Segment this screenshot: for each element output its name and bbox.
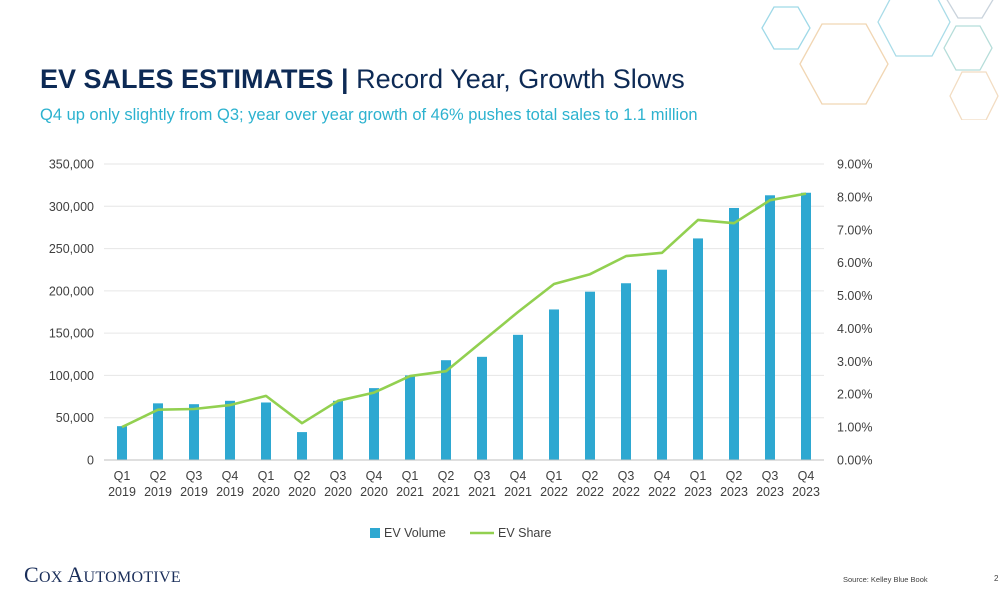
x-tick-label-quarter: Q4 bbox=[654, 469, 671, 483]
bar-q4-2022 bbox=[657, 269, 667, 460]
source-note: Source: Kelley Blue Book bbox=[843, 575, 928, 584]
right-tick-label: 4.00% bbox=[837, 322, 872, 336]
x-tick-label-year: 2022 bbox=[576, 485, 604, 499]
x-tick-label-quarter: Q4 bbox=[798, 469, 815, 483]
x-tick-label-quarter: Q2 bbox=[726, 469, 743, 483]
x-tick-label-year: 2021 bbox=[504, 485, 532, 499]
hexagon-decor bbox=[761, 6, 811, 50]
left-tick-label: 300,000 bbox=[49, 200, 94, 214]
x-tick-label-quarter: Q1 bbox=[402, 469, 419, 483]
page-subtitle: Q4 up only slightly from Q3; year over y… bbox=[40, 106, 698, 124]
hexagon-decor bbox=[877, 0, 951, 57]
bar-q2-2020 bbox=[297, 432, 307, 460]
x-tick-label-year: 2019 bbox=[108, 485, 136, 499]
legend-label-ev-volume: EV Volume bbox=[384, 526, 446, 540]
cox-automotive-logo: COX AUTOMOTIVE bbox=[24, 562, 181, 587]
hexagon-decor bbox=[949, 71, 999, 120]
x-tick-label-quarter: Q3 bbox=[618, 469, 635, 483]
bar-q4-2021 bbox=[513, 334, 523, 460]
ev-share-line bbox=[121, 192, 807, 429]
x-tick-label-quarter: Q3 bbox=[762, 469, 779, 483]
bar-q1-2022 bbox=[549, 309, 559, 460]
x-tick-label-year: 2022 bbox=[540, 485, 568, 499]
right-tick-label: 3.00% bbox=[837, 355, 872, 369]
x-tick-label-quarter: Q2 bbox=[294, 469, 311, 483]
x-tick-label-year: 2021 bbox=[396, 485, 424, 499]
bar-q4-2020 bbox=[369, 388, 379, 460]
x-tick-label-year: 2019 bbox=[144, 485, 172, 499]
left-tick-label: 350,000 bbox=[49, 158, 94, 172]
hexagon-decor bbox=[943, 25, 993, 71]
bar-q4-2019 bbox=[225, 400, 235, 460]
x-tick-label-year: 2020 bbox=[252, 485, 280, 499]
bar-q2-2019 bbox=[153, 403, 163, 460]
x-tick-label-year: 2023 bbox=[792, 485, 820, 499]
x-tick-label-quarter: Q1 bbox=[690, 469, 707, 483]
x-tick-label-quarter: Q2 bbox=[582, 469, 599, 483]
page-title: EV SALES ESTIMATES | Record Year, Growth… bbox=[40, 64, 685, 95]
x-tick-label-year: 2021 bbox=[468, 485, 496, 499]
bar-q3-2022 bbox=[621, 283, 631, 460]
x-tick-label-quarter: Q3 bbox=[186, 469, 203, 483]
x-tick-label-quarter: Q2 bbox=[150, 469, 167, 483]
x-tick-label-year: 2023 bbox=[720, 485, 748, 499]
bar-q2-2023 bbox=[729, 207, 739, 460]
right-tick-label: 0.00% bbox=[837, 454, 872, 468]
x-tick-label-quarter: Q4 bbox=[366, 469, 383, 483]
x-tick-label-year: 2023 bbox=[684, 485, 712, 499]
left-tick-label: 50,000 bbox=[56, 411, 94, 425]
bar-q3-2021 bbox=[477, 356, 487, 460]
left-tick-label: 100,000 bbox=[49, 369, 94, 383]
right-tick-label: 7.00% bbox=[837, 223, 872, 237]
x-tick-label-quarter: Q1 bbox=[114, 469, 131, 483]
x-tick-label-quarter: Q4 bbox=[222, 469, 239, 483]
page-number: 2 bbox=[994, 574, 999, 583]
x-tick-label-year: 2019 bbox=[216, 485, 244, 499]
bar-q2-2021 bbox=[441, 360, 451, 460]
x-tick-label-year: 2019 bbox=[180, 485, 208, 499]
bar-q1-2020 bbox=[261, 402, 271, 460]
bar-q4-2023 bbox=[801, 192, 811, 461]
right-tick-label: 2.00% bbox=[837, 388, 872, 402]
page-title-rest: Record Year, Growth Slows bbox=[348, 64, 685, 94]
hexagon-decor bbox=[946, 0, 994, 19]
bar-q1-2021 bbox=[405, 375, 415, 460]
left-tick-label: 250,000 bbox=[49, 242, 94, 256]
legend-label-ev-share: EV Share bbox=[498, 526, 552, 540]
x-tick-label-year: 2020 bbox=[360, 485, 388, 499]
right-tick-label: 1.00% bbox=[837, 421, 872, 435]
right-tick-label: 9.00% bbox=[837, 158, 872, 172]
x-tick-label-quarter: Q4 bbox=[510, 469, 527, 483]
bar-q3-2019 bbox=[189, 404, 199, 460]
hexagon-decor bbox=[799, 23, 889, 105]
x-tick-label-year: 2021 bbox=[432, 485, 460, 499]
bar-q2-2022 bbox=[585, 291, 595, 460]
x-tick-label-year: 2020 bbox=[324, 485, 352, 499]
x-tick-label-quarter: Q1 bbox=[258, 469, 275, 483]
x-tick-label-year: 2020 bbox=[288, 485, 316, 499]
right-tick-label: 5.00% bbox=[837, 289, 872, 303]
bar-q1-2019 bbox=[117, 426, 127, 460]
x-tick-label-quarter: Q1 bbox=[546, 469, 563, 483]
x-tick-label-year: 2022 bbox=[648, 485, 676, 499]
right-tick-label: 6.00% bbox=[837, 256, 872, 270]
x-tick-label-year: 2023 bbox=[756, 485, 784, 499]
bar-q1-2023 bbox=[693, 238, 703, 460]
x-tick-label-quarter: Q2 bbox=[438, 469, 455, 483]
decorative-hexagons bbox=[761, 0, 999, 120]
left-tick-label: 150,000 bbox=[49, 327, 94, 341]
x-tick-label-quarter: Q3 bbox=[330, 469, 347, 483]
x-tick-label-quarter: Q3 bbox=[474, 469, 491, 483]
bar-q3-2020 bbox=[333, 400, 343, 460]
left-tick-label: 200,000 bbox=[49, 284, 94, 298]
bar-q3-2023 bbox=[765, 195, 775, 460]
x-tick-label-year: 2022 bbox=[612, 485, 640, 499]
page-title-bold: EV SALES ESTIMATES | bbox=[40, 64, 349, 94]
left-tick-label: 0 bbox=[87, 454, 94, 468]
legend-swatch-ev-volume bbox=[370, 528, 380, 538]
right-tick-label: 8.00% bbox=[837, 190, 872, 204]
